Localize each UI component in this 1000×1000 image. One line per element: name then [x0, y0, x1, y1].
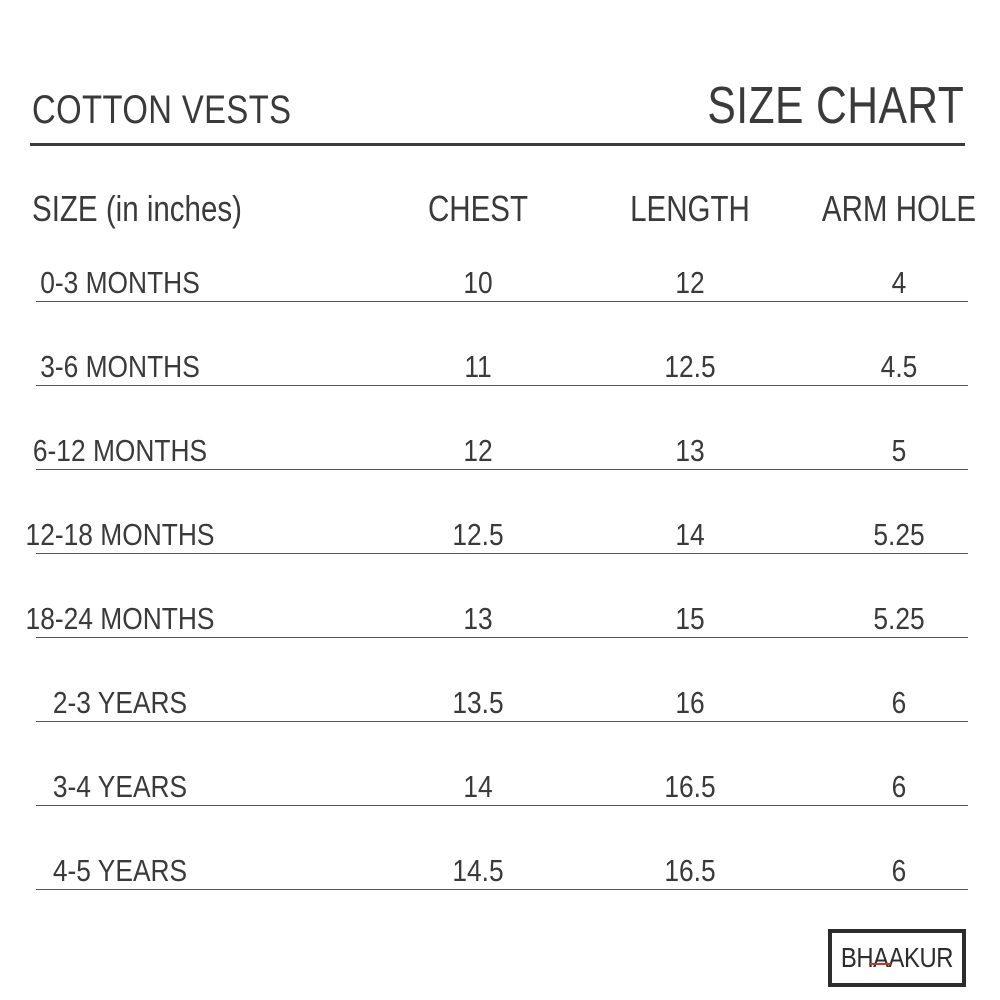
row-divider [36, 469, 968, 470]
arm-hole-cell: 5 [891, 433, 907, 468]
length-cell: 12 [675, 265, 705, 300]
length-cell: 13 [675, 433, 705, 468]
length-cell: 16.5 [664, 853, 716, 888]
arm-hole-cell: 4 [891, 265, 907, 300]
chest-cell: 13.5 [452, 685, 504, 720]
product-title: COTTON VESTS [32, 88, 292, 132]
size-cell: 0-3 MONTHS [40, 265, 200, 300]
brand-logo-text: BHAAKUR [840, 942, 954, 973]
row-divider [36, 721, 968, 722]
arm-hole-cell: 6 [891, 685, 907, 720]
row-divider [36, 385, 968, 386]
size-cell: 12-18 MONTHS [25, 517, 215, 552]
length-cell: 14 [675, 517, 705, 552]
column-header-length: LENGTH [630, 188, 750, 229]
size-cell: 3-4 YEARS [52, 769, 188, 804]
length-cell: 15 [675, 601, 705, 636]
size-cell: 2-3 YEARS [52, 685, 188, 720]
size-cell: 18-24 MONTHS [25, 601, 215, 636]
table-row: 6-12 MONTHS 12 13 5 [0, 433, 1000, 517]
chest-cell: 13 [463, 601, 493, 636]
brand-logo: BHAAKUR [828, 929, 966, 987]
length-cell: 16 [675, 685, 705, 720]
row-divider [36, 637, 968, 638]
length-cell: 16.5 [664, 769, 716, 804]
table-row: 12-18 MONTHS 12.5 14 5.25 [0, 517, 1000, 601]
row-divider [36, 553, 968, 554]
logo-accent-mark [869, 963, 891, 965]
size-cell: 4-5 YEARS [52, 853, 188, 888]
chest-cell: 10 [463, 265, 493, 300]
column-header-size: SIZE (in inches) [32, 188, 242, 229]
size-cell: 6-12 MONTHS [32, 433, 208, 468]
arm-hole-cell: 5.25 [873, 601, 925, 636]
table-row: 0-3 MONTHS 10 12 4 [0, 265, 1000, 349]
row-divider [36, 805, 968, 806]
arm-hole-cell: 5.25 [873, 517, 925, 552]
chest-cell: 12.5 [452, 517, 504, 552]
row-divider [36, 301, 968, 302]
table-row: 3-6 MONTHS 11 12.5 4.5 [0, 349, 1000, 433]
size-cell: 3-6 MONTHS [40, 349, 200, 384]
chest-cell: 11 [464, 349, 492, 384]
table-row: 4-5 YEARS 14.5 16.5 6 [0, 853, 1000, 937]
chest-cell: 14 [463, 769, 493, 804]
chest-cell: 14.5 [452, 853, 504, 888]
table-row: 3-4 YEARS 14 16.5 6 [0, 769, 1000, 853]
chart-title: SIZE CHART [707, 77, 964, 135]
row-divider [36, 889, 968, 890]
column-header-chest: CHEST [427, 188, 529, 229]
table-row: 18-24 MONTHS 13 15 5.25 [0, 601, 1000, 685]
chest-cell: 12 [463, 433, 493, 468]
arm-hole-cell: 6 [891, 853, 907, 888]
arm-hole-cell: 6 [891, 769, 907, 804]
length-cell: 12.5 [664, 349, 716, 384]
arm-hole-cell: 4.5 [880, 349, 918, 384]
column-header-arm-hole: ARM HOLE [821, 188, 977, 229]
table-row: 2-3 YEARS 13.5 16 6 [0, 685, 1000, 769]
title-divider [30, 143, 965, 146]
